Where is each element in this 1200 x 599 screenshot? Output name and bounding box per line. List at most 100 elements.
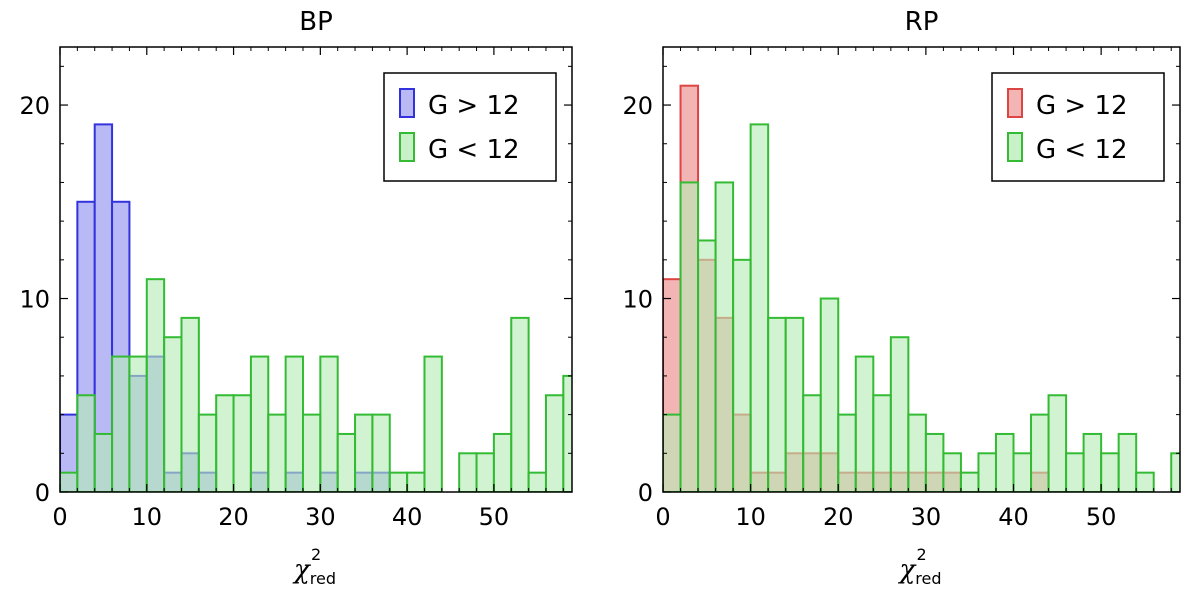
bar (714, 181, 735, 492)
bar (128, 355, 148, 492)
bar (1065, 452, 1085, 492)
x-tick-label: 50 (479, 503, 510, 531)
x-axis-label-subscript: red (310, 569, 336, 588)
x-axis-label: χred (292, 555, 336, 588)
bar (679, 181, 700, 492)
x-tick-label: 20 (218, 503, 249, 531)
bar (872, 394, 892, 492)
x-tick-label: 0 (52, 503, 67, 531)
bar (249, 355, 270, 492)
bar (994, 432, 1015, 492)
legend-swatch (399, 88, 415, 118)
bar (802, 394, 822, 492)
legend: G > 12 G < 12 (383, 72, 557, 182)
bar (423, 355, 443, 492)
bar (354, 413, 374, 492)
y-tick-label: 20 (622, 92, 653, 120)
bar (76, 394, 96, 492)
x-axis-label-superscript: 2 (917, 545, 927, 564)
bar (819, 297, 840, 492)
bar (111, 355, 131, 492)
bar (284, 355, 304, 492)
bar (889, 336, 910, 492)
bar (336, 432, 357, 492)
chart-title: BP (299, 7, 333, 37)
bar (371, 413, 391, 492)
bar (837, 413, 857, 492)
bar (180, 316, 200, 492)
y-tick-label: 0 (35, 479, 50, 507)
legend: G > 12 G < 12 (991, 72, 1165, 182)
x-tick-label: 40 (998, 503, 1029, 531)
bar (1100, 452, 1120, 492)
series-g-lt-12 (663, 123, 1180, 492)
x-tick-label: 30 (305, 503, 336, 531)
bar (406, 471, 426, 492)
y-tick-label: 0 (638, 479, 653, 507)
bar (1082, 432, 1103, 492)
bar (267, 413, 287, 492)
bar (145, 278, 166, 492)
bar (977, 452, 997, 492)
chart-title: RP (905, 7, 939, 37)
bar (697, 239, 717, 492)
bar (959, 471, 980, 492)
x-axis-label: χred (898, 555, 942, 588)
x-tick-label: 30 (911, 503, 942, 531)
bar (1170, 452, 1180, 492)
y-tick-label: 10 (622, 286, 653, 314)
legend-swatch (399, 132, 415, 162)
series-g-lt-12 (60, 278, 572, 492)
bar (388, 471, 409, 492)
bar (475, 452, 495, 492)
bar (1047, 394, 1068, 492)
axes-frame (662, 46, 1181, 493)
bar (784, 316, 805, 492)
legend-label: G < 12 (428, 135, 520, 165)
bar (1012, 452, 1033, 492)
bar (458, 452, 478, 492)
bar (163, 336, 183, 492)
legend-label: G < 12 (1036, 135, 1128, 165)
x-axis-label-symbol: χ (292, 555, 312, 585)
bar (767, 316, 787, 492)
bar (510, 316, 530, 492)
x-tick-label: 0 (655, 503, 670, 531)
y-tick-label: 20 (19, 92, 50, 120)
x-tick-label: 50 (1086, 503, 1117, 531)
x-tick-label: 10 (132, 503, 163, 531)
legend-swatch (1007, 132, 1023, 162)
bar (301, 413, 322, 492)
bar (924, 432, 945, 492)
axes-frame (59, 46, 573, 493)
bar (1030, 413, 1050, 492)
x-axis-label-subscript: red (915, 569, 941, 588)
x-axis-label-superscript: 2 (311, 545, 321, 564)
bar (942, 452, 962, 492)
bar (319, 355, 339, 492)
bar (854, 355, 875, 492)
bar (1117, 432, 1138, 492)
bar (232, 394, 252, 492)
bar (527, 471, 547, 492)
bar (215, 394, 235, 492)
bar (492, 432, 513, 492)
x-tick-label: 10 (735, 503, 766, 531)
y-tick-label: 10 (19, 286, 50, 314)
bar (749, 123, 770, 492)
x-axis-label-symbol: χ (898, 555, 918, 585)
bar (60, 471, 79, 492)
bar (197, 413, 218, 492)
legend-swatch (1007, 88, 1023, 118)
bar (1135, 471, 1155, 492)
legend-label: G > 12 (1036, 91, 1128, 121)
bar (544, 394, 565, 492)
legend-label: G > 12 (428, 91, 520, 121)
x-tick-label: 40 (392, 503, 423, 531)
bar (93, 432, 114, 492)
x-tick-label: 20 (823, 503, 854, 531)
